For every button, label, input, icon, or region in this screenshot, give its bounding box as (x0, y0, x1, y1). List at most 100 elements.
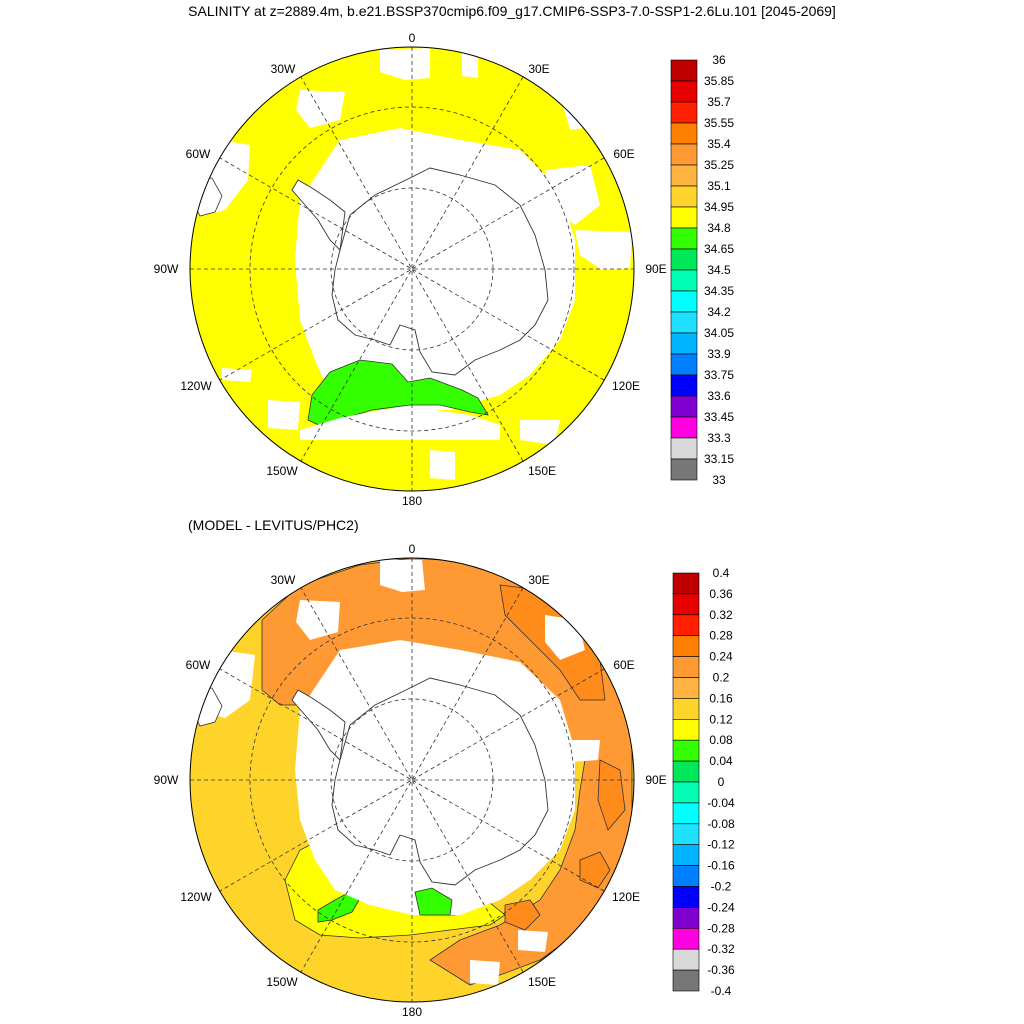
colorbar-label: 35.7 (707, 95, 731, 109)
colorbar-label: 34.2 (707, 305, 731, 319)
graticule (190, 558, 634, 1002)
colorbar-label: -0.16 (707, 859, 735, 873)
colorbar-label: 35.85 (704, 74, 734, 88)
lon-label-150w: 150W (266, 975, 298, 989)
colorbar-swatch (670, 122, 698, 145)
missing-data-patch (222, 368, 252, 382)
difference-region-0.24-0.28 (597, 759, 626, 831)
map-border (189, 46, 635, 492)
colorbar-label: 35.55 (704, 116, 734, 130)
missing-data-patch (430, 450, 455, 480)
colorbar-swatch (672, 739, 700, 762)
missing-data-patch (520, 420, 560, 445)
colorbar-swatch (672, 635, 700, 657)
colorbar-label: 33.3 (707, 431, 731, 445)
lon-label-60e: 60E (613, 658, 634, 672)
difference-colorbar: 0.4 0.36 0.32 0.28 0.24 0.2 0.16 0.12 0.08 0.04 0 -… (672, 566, 735, 998)
lon-label-150e: 150E (528, 975, 556, 989)
colorbar-label: -0.28 (707, 921, 735, 935)
colorbar-swatch (672, 781, 700, 804)
coastal-missing-band (300, 408, 500, 440)
lon-label-90w: 90W (154, 773, 179, 787)
lon-label-0: 0 (409, 542, 416, 556)
colorbar-swatch (672, 802, 700, 825)
colorbar-label: -0.2 (711, 880, 732, 894)
colorbar-swatch (670, 185, 698, 208)
colorbar-swatch (672, 969, 700, 992)
antarctica-land (331, 167, 549, 376)
colorbar-swatch (670, 269, 698, 292)
antarctica-land (331, 677, 549, 886)
colorbar-swatch (670, 80, 698, 103)
colorbar-swatch (670, 227, 698, 250)
colorbar-swatch (670, 248, 698, 271)
missing-data-patch (575, 230, 632, 270)
colorbar-label: -0.4 (711, 984, 732, 998)
difference-region-0.04-0.08 (414, 887, 453, 916)
colorbar-label: 0.24 (709, 650, 733, 664)
lon-label-120e: 120E (612, 890, 640, 904)
colorbar-label: 33 (712, 473, 726, 487)
colorbar-swatch (672, 718, 700, 741)
colorbar-label: 34.95 (704, 200, 734, 214)
colorbar-swatch (670, 458, 698, 481)
colorbar-swatch (672, 886, 700, 908)
colorbar-swatch (670, 59, 698, 82)
colorbar-label: 33.6 (707, 389, 731, 403)
colorbar-label: 34.05 (704, 326, 734, 340)
lon-label-90w: 90W (154, 262, 179, 276)
missing-data-patch (296, 90, 345, 128)
difference-region-0.24-0.28 (504, 899, 541, 931)
colorbar-label: 34.35 (704, 284, 734, 298)
colorbar-label: 0.2 (713, 671, 730, 685)
lon-label-90e: 90E (645, 262, 666, 276)
figure-title: SALINITY at z=2889.4m, b.e21.BSSP370cmip… (188, 3, 836, 19)
colorbar-label: 0.12 (709, 712, 733, 726)
colorbar-swatch (672, 844, 700, 866)
colorbar-swatch (670, 395, 698, 418)
missing-data-patch (268, 400, 300, 430)
colorbar-swatch (670, 437, 698, 460)
colorbar-swatch (670, 374, 698, 397)
lon-label-60w: 60W (186, 147, 211, 161)
missing-data-patch (380, 48, 430, 80)
colorbar-label: 0.16 (709, 691, 733, 705)
colorbar-label: -0.36 (707, 963, 735, 977)
colorbar-swatch (672, 698, 700, 720)
colorbar-swatch (672, 865, 700, 887)
missing-data-patch (518, 930, 548, 952)
colorbar-swatch (670, 290, 698, 313)
map-border (189, 557, 635, 1003)
colorbar-label: 33.45 (704, 410, 734, 424)
lon-label-60w: 60W (186, 658, 211, 672)
difference-panel-title: (MODEL - LEVITUS/PHC2) (188, 517, 359, 533)
graticule (190, 47, 634, 491)
colorbar-label: 0.08 (709, 733, 733, 747)
lon-label-90e: 90E (645, 773, 666, 787)
colorbar-label: 0.32 (709, 608, 733, 622)
colorbar-label: 35.25 (704, 158, 734, 172)
colorbar-swatch (672, 927, 700, 950)
colorbar-label: -0.32 (707, 942, 735, 956)
colorbar-label: 34.8 (707, 221, 731, 235)
colorbar-swatch (672, 572, 700, 595)
colorbar-label: -0.04 (707, 796, 735, 810)
lon-label-150e: 150E (528, 464, 556, 478)
colorbar-label: 36 (712, 53, 726, 67)
colorbar-swatch (670, 353, 698, 376)
lon-label-30e: 30E (528, 573, 549, 587)
lon-label-30w: 30W (271, 62, 296, 76)
colorbar-swatch (670, 143, 698, 166)
lon-label-120w: 120W (180, 379, 212, 393)
colorbar-swatch (672, 656, 700, 678)
missing-data-patch (380, 560, 425, 592)
colorbar-label: 0.4 (713, 566, 730, 580)
colorbar-label: 0 (718, 775, 725, 789)
colorbar-swatch (672, 823, 700, 845)
colorbar-swatch (670, 416, 698, 439)
colorbar-swatch (672, 593, 700, 616)
colorbar-label: 33.15 (704, 452, 734, 466)
colorbar-label: -0.24 (707, 900, 735, 914)
missing-data-patch (470, 960, 500, 985)
